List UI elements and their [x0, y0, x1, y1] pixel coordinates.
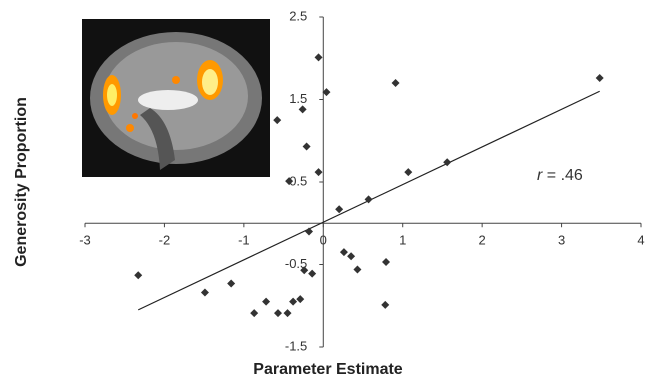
chart: Parameter Estimate Generosity Proportion… — [0, 0, 658, 382]
point — [284, 309, 292, 317]
point — [274, 309, 282, 317]
point — [347, 252, 355, 260]
point — [392, 79, 400, 87]
point — [296, 295, 304, 303]
x-tick-label: 2 — [479, 233, 486, 248]
annotation-symbol: r — [537, 167, 543, 184]
point — [305, 228, 313, 236]
x-tick-label: 4 — [637, 233, 644, 248]
y-tick-label: 2.5 — [289, 8, 307, 23]
x-tick-label: -3 — [79, 233, 91, 248]
x-tick-label: 1 — [399, 233, 406, 248]
point — [289, 298, 297, 306]
y-axis-title: Generosity Proportion — [13, 97, 30, 267]
x-tick-label: 3 — [558, 233, 565, 248]
point — [382, 258, 390, 266]
annotation-text: = .46 — [547, 167, 583, 184]
point — [134, 271, 142, 279]
point — [596, 74, 604, 82]
annotation: r = .46 — [537, 167, 583, 184]
point — [335, 205, 343, 213]
y-tick-label: 1.5 — [289, 91, 307, 106]
y-tick-label: -1.5 — [285, 338, 307, 353]
point — [353, 265, 361, 273]
point — [303, 143, 311, 151]
point — [201, 289, 209, 297]
x-axis-title: Parameter Estimate — [253, 361, 403, 378]
x-tick-label: -1 — [238, 233, 250, 248]
point — [340, 248, 348, 256]
point — [262, 298, 270, 306]
x-tick-label: -2 — [159, 233, 171, 248]
point — [308, 270, 316, 278]
point — [315, 53, 323, 61]
point — [273, 116, 281, 124]
point — [381, 301, 389, 309]
brain-inset — [82, 19, 270, 177]
point — [250, 309, 258, 317]
point — [299, 105, 307, 113]
point — [227, 279, 235, 287]
point — [315, 168, 323, 176]
point — [404, 168, 412, 176]
x-tick-label: 0 — [320, 233, 327, 248]
